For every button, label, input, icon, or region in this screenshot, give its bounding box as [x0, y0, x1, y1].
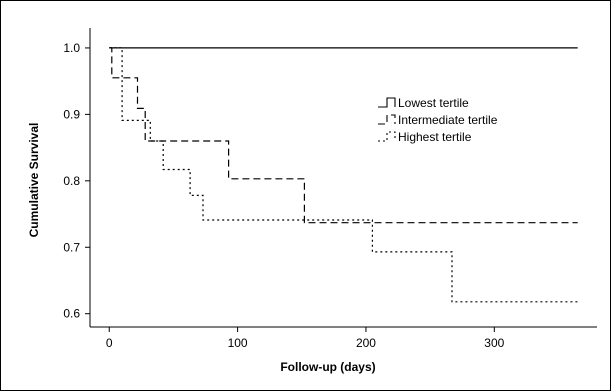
- x-tick-label: 300: [484, 336, 504, 350]
- x-tick-label: 200: [356, 336, 376, 350]
- y-axis-title: Cumulative Survival: [27, 123, 41, 238]
- legend-label-3: Highest tertile: [398, 130, 472, 144]
- x-tick-label: 100: [228, 336, 248, 350]
- y-tick-label: 1.0: [63, 41, 80, 55]
- y-tick-label: 0.7: [63, 240, 80, 254]
- x-tick-label: 0: [106, 336, 113, 350]
- series-line-2: [109, 47, 578, 224]
- axes: 0.6 0.7 0.8 0.9 1.0 0 100 200 300: [63, 28, 597, 350]
- y-tick-label: 0.6: [63, 307, 80, 321]
- x-axis-title: Follow-up (days): [280, 360, 375, 374]
- y-tick-label: 0.8: [63, 174, 80, 188]
- series-line-3: [109, 47, 578, 303]
- legend-symbol-3: [378, 131, 396, 142]
- legend-label-2: Intermediate tertile: [398, 113, 498, 127]
- legend: Lowest tertile Intermediate tertile Highes…: [378, 96, 498, 144]
- legend-symbol-2: [378, 114, 396, 125]
- y-tick-label: 0.9: [63, 107, 80, 121]
- legend-symbol-1: [378, 97, 396, 108]
- series-layer: [109, 47, 578, 303]
- legend-label-1: Lowest tertile: [398, 96, 469, 110]
